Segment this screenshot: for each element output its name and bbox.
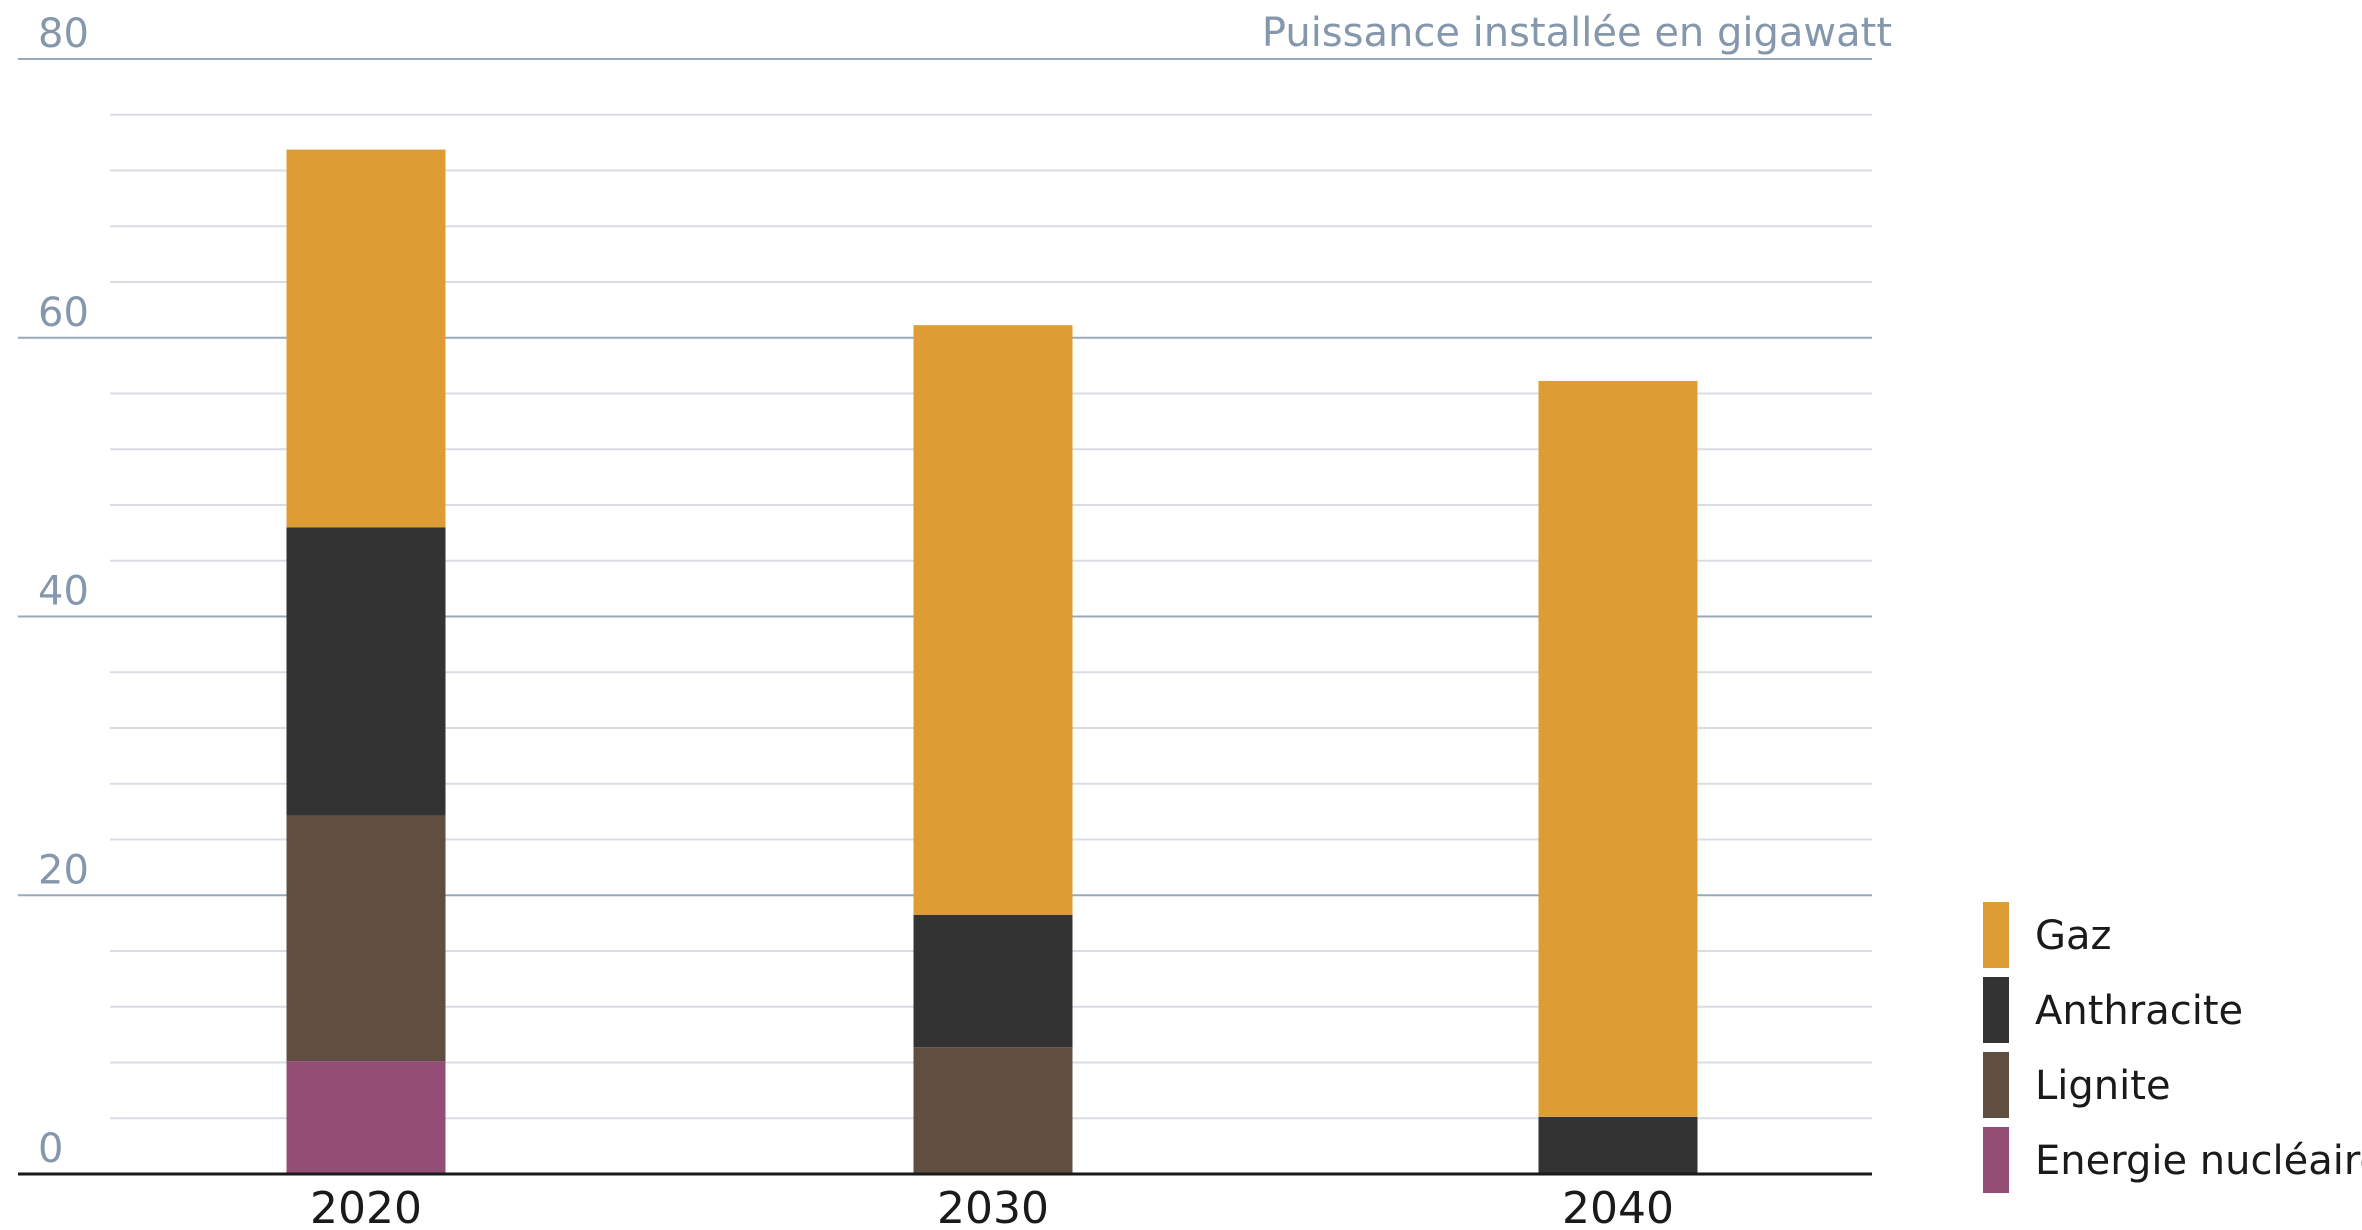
legend-swatch [1983, 977, 2009, 1043]
x-tick-label: 2030 [937, 1183, 1049, 1230]
y-axis-unit-label: Puissance installée en gigawatt [1262, 10, 1892, 56]
bar-segment [1538, 380, 1698, 1117]
bar-segment [286, 149, 446, 528]
bar-segment [286, 527, 446, 816]
bars [286, 149, 1698, 1174]
legend: Gaz Anthracite Lignite Energie nucléaire [1983, 902, 2362, 1193]
legend-swatch [1983, 1127, 2009, 1193]
bar-segment [286, 1061, 446, 1174]
legend-swatch [1983, 902, 2009, 968]
y-axis-ticks: 0 20 40 60 80 [38, 11, 89, 1172]
y-tick-label: 0 [38, 1126, 63, 1172]
bar-segment [913, 325, 1073, 915]
bar-segment [1538, 1116, 1698, 1174]
bar-segment [913, 914, 1073, 1048]
legend-label: Anthracite [2035, 988, 2243, 1034]
y-tick-label: 40 [38, 569, 89, 615]
bar-segment [913, 1047, 1073, 1174]
legend-label: Lignite [2035, 1063, 2171, 1109]
x-tick-label: 2020 [310, 1183, 422, 1230]
x-axis-ticks: 2020 2030 2040 [310, 1183, 1674, 1230]
y-tick-label: 20 [38, 847, 89, 893]
y-tick-label: 60 [38, 290, 89, 336]
legend-label: Energie nucléaire [2035, 1138, 2362, 1184]
y-tick-label: 80 [38, 11, 89, 57]
legend-swatch [1983, 1052, 2009, 1118]
legend-label: Gaz [2035, 913, 2112, 959]
x-tick-label: 2040 [1562, 1183, 1674, 1230]
bar-segment [286, 815, 446, 1062]
